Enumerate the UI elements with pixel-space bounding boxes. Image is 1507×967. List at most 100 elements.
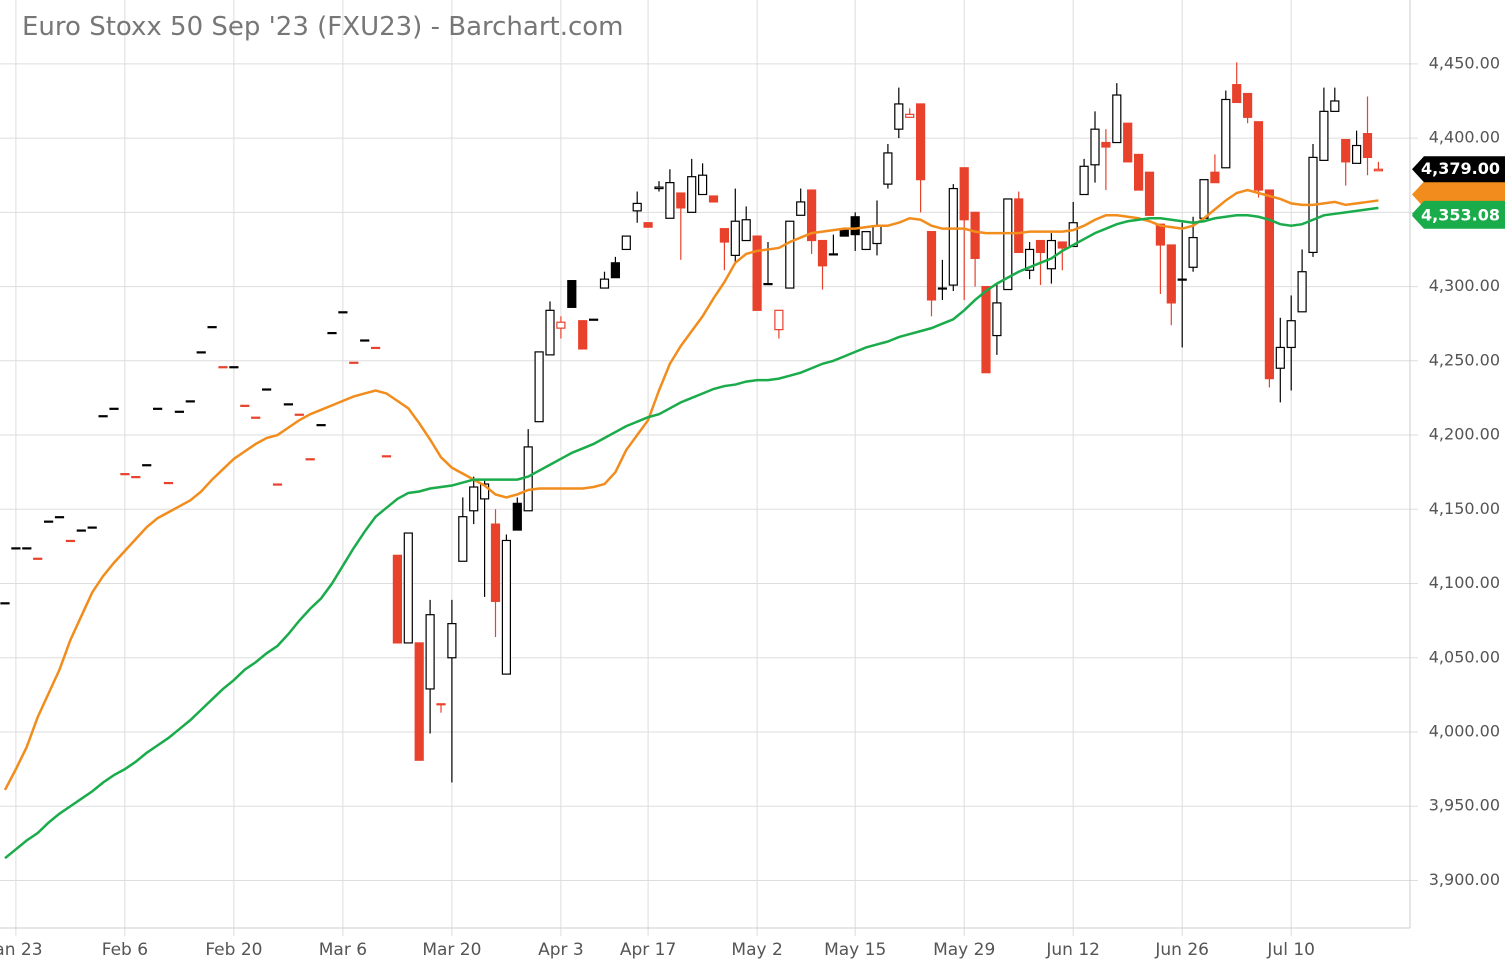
candle-body <box>567 280 577 308</box>
candle-body <box>360 339 370 342</box>
candle-body <box>992 302 1002 337</box>
candle-body <box>1199 179 1209 219</box>
price-tab <box>1412 202 1505 229</box>
x-tick-label: Feb 6 <box>102 940 148 960</box>
candle-body <box>1079 165 1089 196</box>
candle-body <box>850 216 860 236</box>
x-tick-label: Apr 17 <box>620 940 676 960</box>
candle-body <box>872 225 882 245</box>
candle-body <box>1144 171 1155 216</box>
candle-body <box>196 351 206 354</box>
candle-body <box>109 407 119 410</box>
x-tick-label: Feb 20 <box>205 940 262 960</box>
candle-body <box>599 278 610 289</box>
candle-body <box>1024 248 1035 271</box>
candle-body <box>262 388 272 391</box>
candle-body <box>1373 168 1384 172</box>
x-tick-label: Mar 20 <box>422 940 481 960</box>
candle-body <box>43 520 54 523</box>
x-tick-label: Mar 6 <box>319 940 367 960</box>
candle-body <box>22 547 32 550</box>
candle-body <box>1210 171 1220 184</box>
x-tick-label: May 2 <box>731 940 782 960</box>
candle-body <box>163 481 174 485</box>
candle-body <box>578 320 588 350</box>
candle-body <box>1221 98 1231 169</box>
y-tick-label: 4,100.00 <box>1429 573 1500 592</box>
candle-body <box>327 331 337 335</box>
chart-title: Euro Stoxx 50 Sep '23 (FXU23) - Barchart… <box>22 12 624 42</box>
candle-body <box>1275 346 1285 369</box>
candle-body <box>959 167 969 221</box>
candle-body <box>665 182 675 219</box>
candle-body <box>349 361 359 364</box>
price-label: 4,379.00 <box>1421 159 1500 178</box>
candle-body <box>87 526 97 529</box>
candle-body <box>316 424 326 427</box>
candle-body <box>480 483 490 500</box>
y-tick-label: 4,000.00 <box>1429 722 1500 741</box>
candle-body <box>1112 94 1122 144</box>
x-tick-label: Jul 10 <box>1266 940 1315 960</box>
candle-body <box>1341 138 1351 163</box>
candle-body <box>828 253 839 256</box>
candle-body <box>806 189 817 242</box>
candle-body <box>1003 198 1013 291</box>
candle-body <box>643 222 653 228</box>
candle-body <box>1351 144 1362 164</box>
candle-body <box>1014 198 1024 254</box>
x-tick-label: Jun 26 <box>1154 940 1209 960</box>
candle-body <box>730 220 740 256</box>
candle-body <box>1123 122 1133 163</box>
y-tick-label: 3,950.00 <box>1429 796 1500 815</box>
candle-body <box>621 235 631 251</box>
candle-body <box>142 464 152 467</box>
candle-body <box>970 211 980 259</box>
candle-body <box>447 623 457 659</box>
candle-body <box>785 220 795 289</box>
candle-body <box>98 415 108 418</box>
candle-body <box>131 476 141 479</box>
candle-body <box>1330 100 1340 112</box>
y-tick-label: 4,450.00 <box>1429 53 1500 72</box>
candle-body <box>65 539 76 543</box>
candle-body <box>371 346 381 350</box>
y-tick-label: 4,150.00 <box>1429 499 1500 518</box>
candle-body <box>588 318 599 321</box>
candle-body <box>403 532 413 644</box>
candle-body <box>436 703 446 706</box>
candle-body <box>915 103 926 181</box>
candle-body <box>185 400 195 403</box>
y-tick-label: 4,300.00 <box>1429 276 1500 295</box>
y-tick-label: 4,400.00 <box>1429 128 1500 147</box>
candle-body <box>229 366 239 369</box>
candle-body <box>697 174 708 196</box>
candle-body <box>796 201 806 216</box>
candle-body <box>545 309 555 356</box>
x-tick-label: Jan 23 <box>0 940 43 960</box>
y-tick-label: 4,050.00 <box>1429 647 1500 666</box>
candle-body <box>1232 84 1242 104</box>
candle-body <box>556 321 566 329</box>
candle-body <box>272 483 283 486</box>
candle-body <box>294 413 304 416</box>
x-tick-label: May 15 <box>824 940 886 960</box>
candle-body <box>174 410 184 413</box>
candle-body <box>905 113 915 118</box>
candle-body <box>251 416 261 419</box>
candle-body <box>937 287 948 290</box>
candle-body <box>981 285 991 374</box>
candle-body <box>1362 133 1373 158</box>
y-tick-label: 4,250.00 <box>1429 350 1500 369</box>
candle-body <box>708 195 719 203</box>
y-tick-label: 3,900.00 <box>1429 870 1500 889</box>
candle-body <box>719 228 730 243</box>
candle-body <box>512 502 522 531</box>
candle-body <box>948 187 958 286</box>
labels: 3,900.00 3,950.00 4,000.00 4,050.00 4,100.00… <box>0 53 1505 960</box>
candle-body <box>741 219 751 242</box>
candle-body <box>305 458 315 461</box>
x-tick-label: May 29 <box>933 940 995 960</box>
